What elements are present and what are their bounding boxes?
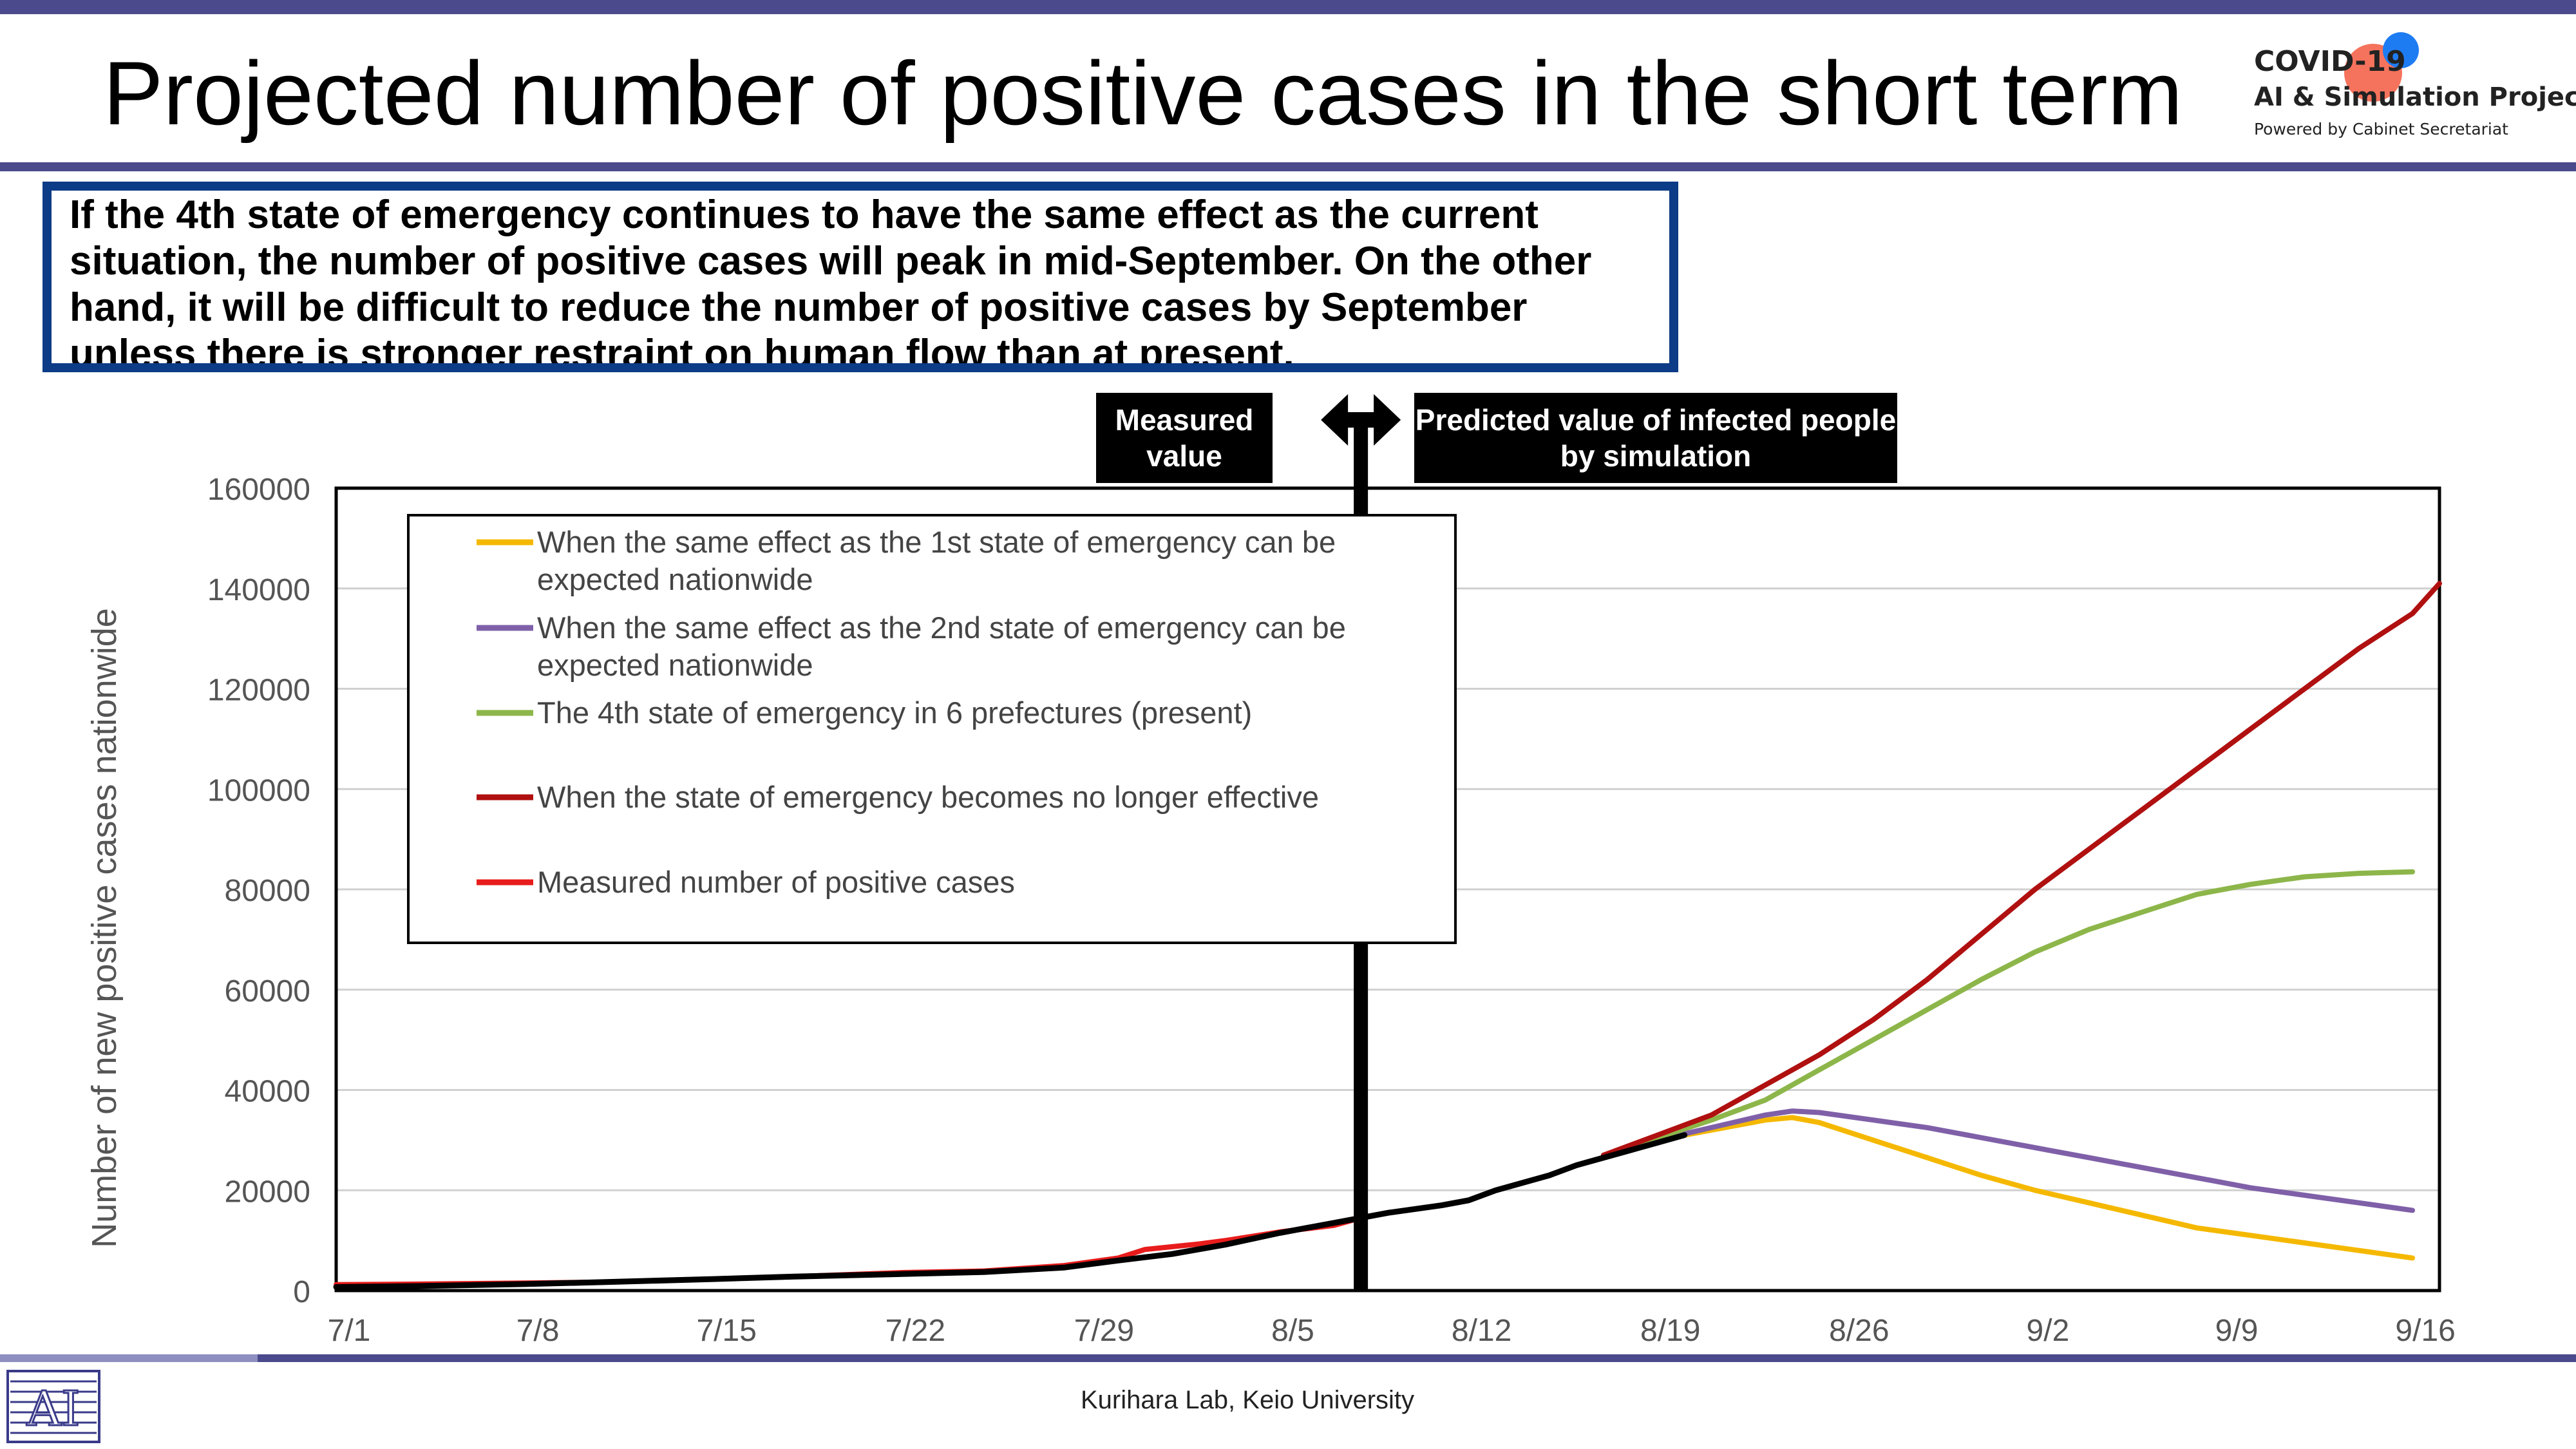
logo-line3: Powered by Cabinet Secretariat <box>2254 120 2508 138</box>
series-line-3 <box>1601 581 2442 1158</box>
series-lines <box>333 581 2442 1290</box>
footer-divider-accent <box>0 1354 258 1362</box>
measured-value-tag: Measured value <box>1096 393 1273 483</box>
legend-label-1: When the same effect as the 2nd state of… <box>537 611 1346 645</box>
y-tick-labels: 0 20000 40000 60000 80000 100000 120000 140000 1… <box>207 473 310 1309</box>
x-tick-label: 9/9 <box>2215 1314 2259 1348</box>
x-tick-label: 8/26 <box>1829 1314 1889 1348</box>
y-tick-label: 0 <box>293 1275 310 1309</box>
x-tick-labels: 7/1 7/8 7/15 7/22 7/29 8/5 8/12 8/19 8/26 9/2 9/9 9… <box>328 1314 2456 1348</box>
predicted-value-tag-text: Predicted value of infected people by si… <box>1415 403 1897 473</box>
logo-line2: AI & Simulation Project <box>2254 82 2576 112</box>
lab-logo: AI <box>6 1370 100 1443</box>
top-accent-bar <box>0 0 2576 14</box>
x-tick-label: 7/8 <box>516 1314 560 1348</box>
double-arrow-icon <box>1321 394 1401 446</box>
logo-blue-circle <box>2383 32 2419 68</box>
y-tick-label: 20000 <box>225 1175 310 1209</box>
legend-label-2: The 4th state of emergency in 6 prefectu… <box>537 696 1252 730</box>
series-line-0 <box>1601 1115 2416 1261</box>
legend: When the same effect as the 1st state of… <box>407 514 1457 944</box>
legend-label-3: When the state of emergency becomes no l… <box>537 780 1319 814</box>
series-line-1 <box>1601 1108 2416 1213</box>
legend-label-1: expected nationwide <box>537 648 813 682</box>
x-tick-label: 7/1 <box>328 1314 371 1348</box>
y-tick-label: 80000 <box>225 874 310 908</box>
summary-box: If the 4th state of emergency continues … <box>43 182 1678 372</box>
y-tick-label: 60000 <box>225 974 310 1009</box>
title-divider <box>0 162 2576 171</box>
y-tick-label: 140000 <box>207 573 310 607</box>
series-line-2 <box>1601 869 2416 1158</box>
legend-label-4: Measured number of positive cases <box>537 865 1015 899</box>
project-logo: COVID-19 AI & Simulation Project Powered… <box>2248 32 2576 148</box>
predicted-value-tag: Predicted value of infected people by si… <box>1414 393 1897 483</box>
logo-line1: COVID-19 <box>2254 45 2406 78</box>
summary-text: If the 4th state of emergency continues … <box>70 193 1592 372</box>
plot-frame <box>334 486 2441 1293</box>
x-tick-label: 7/15 <box>696 1314 756 1348</box>
legend-label-0: expected nationwide <box>537 562 813 596</box>
measured-value-tag-text: Measured value <box>1115 403 1254 473</box>
page-title: Projected number of positive cases in th… <box>103 43 2183 144</box>
x-tick-label: 7/29 <box>1074 1314 1134 1348</box>
legend-box <box>407 514 1457 944</box>
x-tick-label: 7/22 <box>886 1314 945 1348</box>
x-tick-label: 8/19 <box>1640 1314 1700 1348</box>
x-tick-label: 9/2 <box>2027 1314 2070 1348</box>
y-tick-label: 120000 <box>207 674 310 708</box>
footer-divider <box>0 1354 2576 1362</box>
x-tick-label: 8/12 <box>1452 1314 1511 1348</box>
x-tick-label: 9/16 <box>2395 1314 2455 1348</box>
footer-credit: Kurihara Lab, Keio University <box>1081 1386 1415 1414</box>
y-tick-label: 100000 <box>207 773 310 808</box>
x-tick-label: 8/5 <box>1271 1314 1314 1348</box>
y-tick-label: 40000 <box>225 1075 310 1109</box>
series-line-5 <box>333 1132 1688 1290</box>
y-axis-label: Number of new positive cases nationwide <box>85 608 124 1248</box>
legend-label-0: When the same effect as the 1st state of… <box>537 525 1336 559</box>
y-tick-label: 160000 <box>207 473 310 507</box>
svg-text:AI: AI <box>26 1381 80 1437</box>
